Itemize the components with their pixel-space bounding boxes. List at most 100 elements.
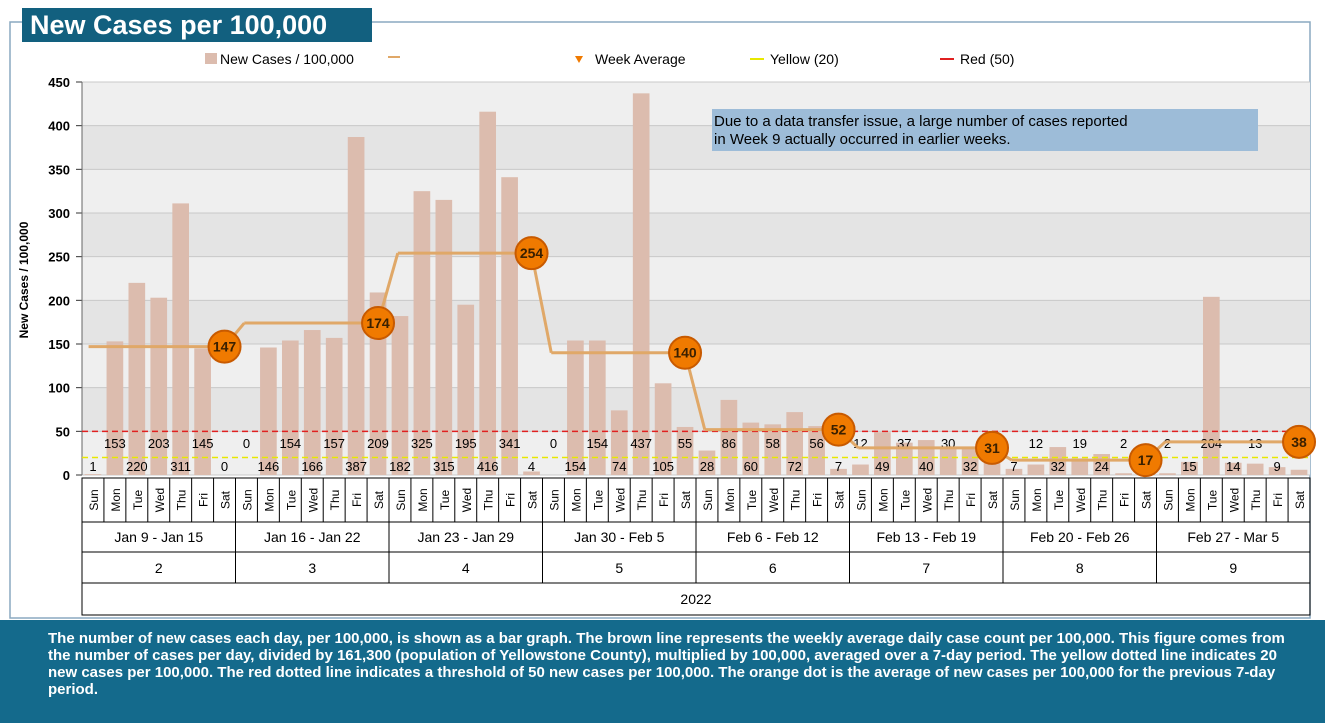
avg-dot (207, 329, 242, 364)
x-tick-label: Sat (372, 490, 386, 509)
bar (742, 422, 760, 475)
week-range: Feb 27 - Mar 5 (1187, 529, 1279, 545)
bar (588, 340, 606, 475)
avg-label: 140 (673, 345, 697, 361)
bar (325, 337, 343, 475)
annotation: Due to a data transfer issue, a large nu… (714, 113, 1128, 130)
bar (413, 191, 431, 475)
x-tick-label: Sat (1140, 490, 1154, 509)
plot-band (82, 169, 1310, 213)
data-label: 341 (499, 436, 521, 451)
data-label: 387 (345, 459, 367, 474)
x-tick-label: Mon (1030, 488, 1044, 511)
data-label: 209 (367, 436, 389, 451)
x-tick-label: Sat (1293, 490, 1307, 509)
data-label: 55 (678, 436, 692, 451)
data-label: 204 (1200, 436, 1222, 451)
avg-label: 147 (213, 339, 237, 355)
avg-label: 17 (1138, 452, 1154, 468)
x-tick-label: Wed (460, 488, 474, 512)
week-range: Feb 13 - Feb 19 (876, 529, 976, 545)
bar (1246, 463, 1264, 475)
x-tick-label: Fri (504, 493, 518, 507)
data-label: 4 (528, 459, 535, 474)
avg-dot (668, 335, 703, 370)
x-tick-label: Sun (1008, 489, 1022, 510)
x-tick-label: Sun (394, 489, 408, 510)
x-tick-label: Tue (591, 490, 605, 511)
x-tick-label: Mon (109, 488, 123, 511)
x-tick-label: Sat (526, 490, 540, 509)
data-label: 157 (323, 436, 345, 451)
y-tick-label: 50 (56, 424, 70, 439)
x-tick-label: Mon (262, 488, 276, 511)
x-tick-label: Wed (153, 488, 167, 512)
avg-label: 31 (984, 440, 1000, 456)
data-label: 32 (963, 459, 977, 474)
y-tick-label: 200 (48, 293, 70, 308)
data-label: 145 (192, 436, 214, 451)
week-number: 6 (769, 560, 777, 576)
data-label: 315 (433, 459, 455, 474)
data-label: 58 (766, 436, 780, 451)
bar (523, 471, 540, 475)
legend-label: New Cases / 100,000 (220, 51, 354, 67)
week-range: Jan 9 - Jan 15 (114, 529, 203, 545)
x-tick-label: Fri (350, 493, 364, 507)
week-number: 3 (308, 560, 316, 576)
x-tick-label: Tue (438, 490, 452, 511)
plot-band (82, 213, 1310, 257)
data-label: 0 (221, 459, 228, 474)
avg-dot (1128, 443, 1163, 478)
x-tick-label: Mon (723, 488, 737, 511)
x-tick-label: Sun (240, 489, 254, 510)
bar (1224, 462, 1242, 475)
bar (128, 282, 146, 475)
bar (1268, 467, 1286, 475)
data-label: 416 (477, 459, 499, 474)
x-tick-label: Fri (197, 493, 211, 507)
plot-band (82, 256, 1310, 301)
avg-label: 52 (831, 422, 847, 438)
data-label: 2 (1120, 436, 1127, 451)
x-tick-label: Wed (767, 488, 781, 512)
y-tick-label: 150 (48, 337, 70, 352)
bar (852, 464, 869, 475)
week-range: Feb 6 - Feb 12 (727, 529, 819, 545)
x-tick-label: Tue (1205, 490, 1219, 511)
y-tick-label: 0 (63, 468, 70, 483)
bar (632, 93, 650, 475)
bar (391, 316, 409, 475)
x-tick-label: Sat (986, 490, 1000, 509)
y-tick-label: 450 (48, 75, 70, 90)
week-number: 5 (615, 560, 623, 576)
y-tick-label: 400 (48, 119, 70, 134)
bar (194, 348, 211, 475)
legend-swatch (205, 53, 217, 64)
data-label: 2 (1164, 436, 1171, 451)
data-label: 325 (411, 436, 433, 451)
week-range: Jan 16 - Jan 22 (264, 529, 361, 545)
data-label: 74 (612, 459, 626, 474)
bar (435, 199, 453, 475)
bar (303, 330, 321, 475)
week-range: Feb 20 - Feb 26 (1030, 529, 1130, 545)
data-label: 7 (1010, 459, 1017, 474)
bar (610, 410, 628, 475)
bar (1181, 461, 1198, 475)
x-tick-label: Mon (569, 488, 583, 511)
bar (172, 203, 190, 476)
week-number: 9 (1229, 560, 1237, 576)
week-range: Jan 30 - Feb 5 (574, 529, 664, 545)
bar (1027, 464, 1045, 475)
x-tick-label: Fri (811, 493, 825, 507)
data-label: 311 (170, 459, 191, 474)
data-label: 146 (258, 459, 280, 474)
data-label: 1 (89, 459, 96, 474)
data-label: 32 (1051, 459, 1065, 474)
year-label: 2022 (680, 591, 711, 607)
data-label: 72 (787, 459, 801, 474)
data-label: 56 (809, 436, 823, 451)
x-tick-label: Tue (1052, 490, 1066, 511)
data-label: 86 (722, 436, 736, 451)
